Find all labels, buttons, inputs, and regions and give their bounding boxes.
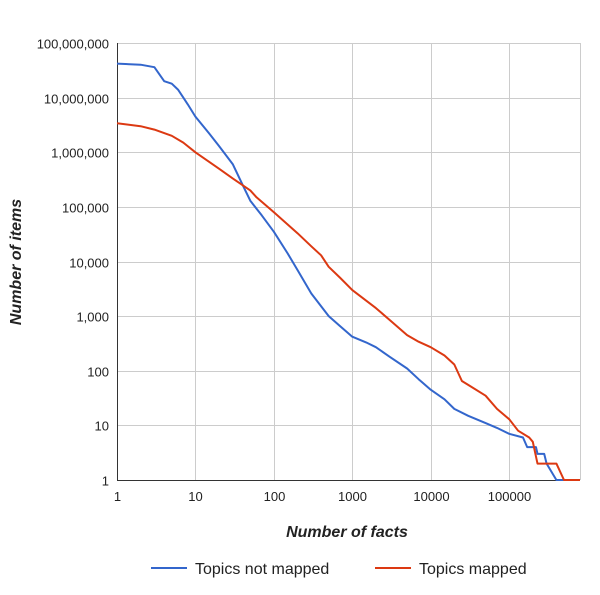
y-axis-title: Number of items xyxy=(8,199,25,325)
y-tick-label: 1,000,000 xyxy=(51,146,109,161)
series-lines xyxy=(117,62,580,481)
legend-label: Topics mapped xyxy=(419,561,527,578)
series-line-topics-mapped xyxy=(117,122,580,481)
x-axis-title: Number of facts xyxy=(286,524,408,541)
x-tick-label: 100000 xyxy=(488,489,531,504)
x-tick-label: 1 xyxy=(114,489,121,504)
y-tick-label: 1 xyxy=(102,474,109,489)
y-tick-label: 10,000 xyxy=(69,256,109,271)
y-tick-label: 100,000,000 xyxy=(37,37,109,52)
grid xyxy=(117,43,581,481)
series-line-topics-not-mapped xyxy=(117,62,580,481)
tick-labels: 1 10 100 1,000 10,000 100,000 1,000,000 10,000,… xyxy=(37,37,531,505)
legend-label: Topics not mapped xyxy=(195,561,329,578)
x-tick-label: 1000 xyxy=(338,489,367,504)
y-tick-label: 10,000,000 xyxy=(44,92,109,107)
x-tick-label: 100 xyxy=(264,489,286,504)
legend: Topics not mapped Topics mapped xyxy=(151,561,527,578)
y-tick-label: 10 xyxy=(95,419,109,434)
y-tick-label: 100,000 xyxy=(62,201,109,216)
y-tick-label: 100 xyxy=(87,365,109,380)
y-tick-label: 1,000 xyxy=(76,310,109,325)
x-tick-label: 10000 xyxy=(413,489,449,504)
x-tick-label: 10 xyxy=(188,489,202,504)
